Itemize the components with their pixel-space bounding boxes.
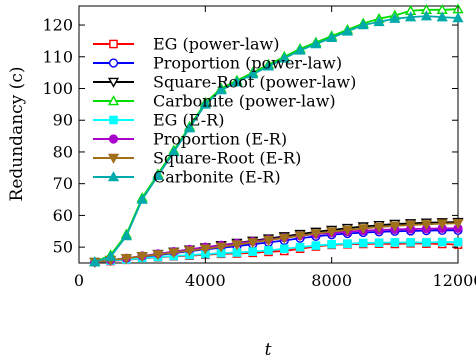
legend-marker xyxy=(107,171,120,182)
data-point xyxy=(262,235,275,246)
data-point xyxy=(357,224,369,235)
series-group xyxy=(89,219,464,268)
data-point xyxy=(199,98,211,109)
data-point xyxy=(437,237,447,247)
data-point xyxy=(389,12,401,23)
data-point xyxy=(326,227,338,238)
data-point xyxy=(327,239,336,249)
axis-ticks: 0 4000 8000 12000 50 60 70 80 90 100 110 120 xyxy=(42,6,476,290)
data-point xyxy=(326,31,338,42)
y-tick-label: 50 xyxy=(53,238,73,257)
data-point xyxy=(295,242,305,252)
data-point xyxy=(278,233,290,244)
legend-marker xyxy=(109,39,118,49)
data-point xyxy=(168,248,180,259)
data-point xyxy=(406,238,415,247)
x-tick-label: 0 xyxy=(74,271,84,290)
x-tick-label: 12000 xyxy=(433,271,476,290)
legend-marker xyxy=(107,153,120,164)
data-point xyxy=(389,221,401,232)
data-point xyxy=(436,11,448,22)
data-point xyxy=(248,247,258,256)
data-point xyxy=(104,250,117,261)
legend-marker xyxy=(107,77,120,88)
data-point xyxy=(247,238,259,249)
data-point xyxy=(231,240,243,251)
data-point xyxy=(183,122,196,133)
data-point xyxy=(341,225,354,236)
legend-label: Proportion (E-R) xyxy=(153,130,287,149)
data-point xyxy=(215,242,227,253)
data-point xyxy=(357,19,369,30)
data-point xyxy=(436,219,448,230)
data-point xyxy=(452,219,464,230)
data-point xyxy=(310,38,322,49)
data-point xyxy=(152,169,164,180)
data-point xyxy=(247,68,259,79)
series-layer xyxy=(89,3,464,268)
legend-label: EG (E-R) xyxy=(153,111,224,130)
data-point xyxy=(343,239,352,248)
y-axis-title: Redundancy (c) xyxy=(7,67,27,202)
legend-marker xyxy=(109,115,118,125)
data-point xyxy=(215,84,227,95)
data-point xyxy=(405,220,417,231)
y-tick-label: 100 xyxy=(42,79,73,98)
data-point xyxy=(452,12,464,23)
legend-marker xyxy=(108,134,119,144)
y-tick-label: 80 xyxy=(53,142,73,161)
x-axis-title: t xyxy=(265,340,272,360)
plot-area xyxy=(78,3,464,268)
data-point xyxy=(420,10,433,21)
data-point xyxy=(231,76,243,87)
data-point xyxy=(262,60,275,71)
data-point xyxy=(341,25,354,36)
data-point xyxy=(311,241,321,250)
data-point xyxy=(152,250,164,261)
data-point xyxy=(89,256,101,267)
series-group xyxy=(89,10,464,267)
data-point xyxy=(310,229,322,240)
legend-label: Carbonite (power-law) xyxy=(153,92,336,111)
x-tick-label: 8000 xyxy=(311,271,352,290)
legend-label: Square-Root (power-law) xyxy=(153,73,356,92)
data-point xyxy=(120,230,132,241)
data-point xyxy=(422,238,431,247)
y-tick-label: 110 xyxy=(42,47,73,66)
data-point xyxy=(183,246,196,257)
data-point xyxy=(373,16,385,27)
data-point xyxy=(390,238,400,247)
data-point xyxy=(264,246,273,255)
legend-marker xyxy=(108,58,119,68)
legend-label: EG (power-law) xyxy=(153,35,279,54)
data-point xyxy=(358,238,368,248)
data-point xyxy=(373,222,385,233)
data-point xyxy=(279,244,289,254)
data-point xyxy=(136,252,148,263)
y-tick-label: 90 xyxy=(53,111,73,130)
data-point xyxy=(278,52,290,63)
legend: EG (power-law)Proportion (power-law)Squa… xyxy=(93,35,356,187)
data-point xyxy=(168,146,180,157)
data-point xyxy=(374,238,384,247)
data-point xyxy=(136,193,148,204)
y-tick-label: 120 xyxy=(42,16,73,35)
legend-marker xyxy=(107,95,120,106)
data-point xyxy=(120,254,132,265)
data-point xyxy=(420,220,433,231)
data-point xyxy=(199,244,211,255)
data-point xyxy=(294,44,306,55)
legend-label: Carbonite (E-R) xyxy=(153,168,281,187)
data-point xyxy=(405,11,417,22)
y-tick-label: 70 xyxy=(53,174,73,193)
x-tick-label: 4000 xyxy=(185,271,226,290)
data-point xyxy=(294,231,306,242)
legend-label: Proportion (power-law) xyxy=(153,54,342,73)
legend-label: Square-Root (E-R) xyxy=(153,149,301,168)
data-point xyxy=(453,237,463,247)
y-tick-label: 60 xyxy=(53,206,73,225)
